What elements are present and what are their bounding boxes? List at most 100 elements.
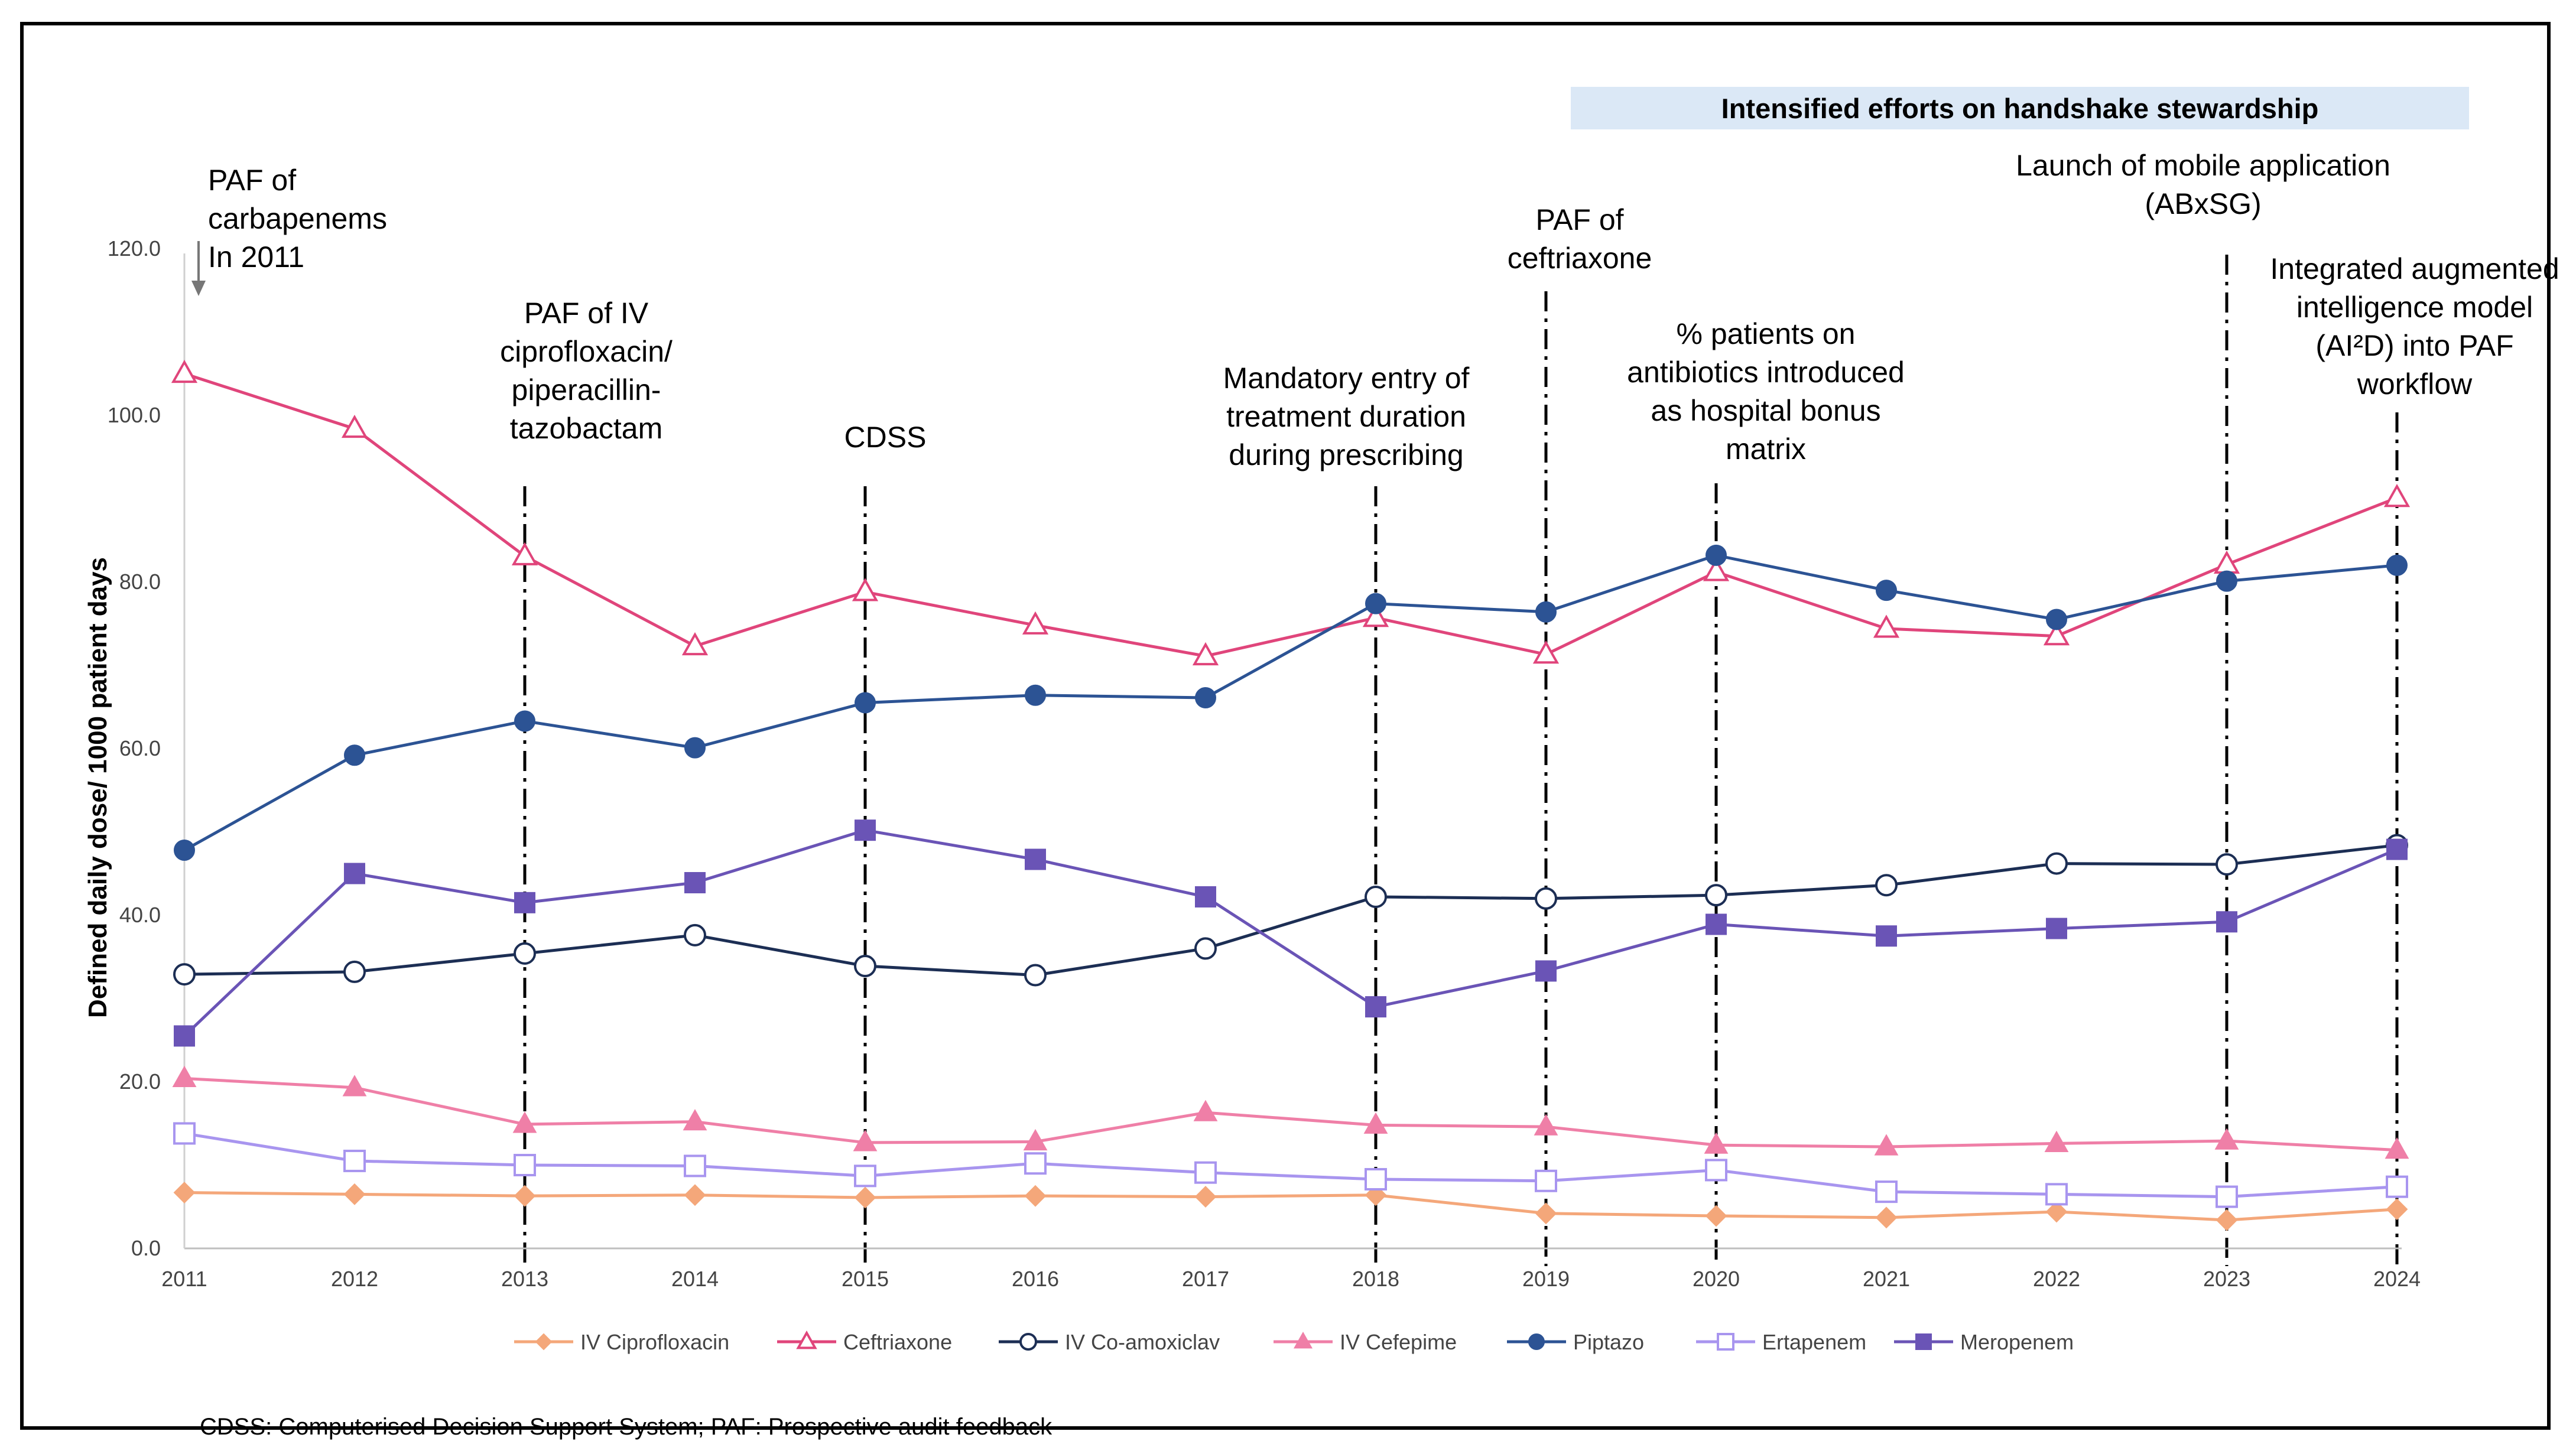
data-point-iv-cefepime [1534, 1114, 1558, 1136]
data-point-ceftriaxone [1192, 642, 1219, 666]
annotation-line: as hospital bonus [1651, 394, 1881, 427]
annotation-line: Mandatory entry of [1223, 362, 1470, 395]
data-point-ceftriaxone [2043, 622, 2070, 646]
data-point-iv-cefepime [342, 1075, 367, 1097]
data-point-iv-ciprofloxacin [343, 1183, 366, 1205]
annotation-line: treatment duration [1226, 400, 1466, 433]
x-tick-label: 2012 [331, 1267, 378, 1291]
annotation-line: Integrated augmented [2270, 252, 2559, 285]
data-point-piptazo [1876, 580, 1897, 601]
data-point-iv-cefepime [2214, 1128, 2239, 1150]
data-point-iv-ciprofloxacin [173, 1182, 196, 1203]
legend-marker-meropenem [1915, 1333, 1932, 1350]
data-point-ceftriaxone [1362, 604, 1389, 627]
annotation-paf-ceftriaxone: PAF of ceftriaxone [1508, 201, 1652, 278]
x-tick-label: 2017 [1182, 1267, 1229, 1291]
data-point-iv-co-amoxiclav [173, 963, 196, 986]
data-point-iv-cefepime [1023, 1128, 1048, 1151]
data-point-iv-cefepime [1874, 1134, 1899, 1156]
data-point-piptazo [174, 840, 195, 861]
annotation-line: (AI²D) into PAF [2315, 329, 2514, 362]
data-point-piptazo [1025, 684, 1046, 706]
x-tick-label: 2022 [2033, 1267, 2080, 1291]
data-point-piptazo [684, 737, 706, 759]
annotation-paf-iv-cipro: PAF of IV ciprofloxacin/ piperacillin- t… [500, 294, 673, 448]
data-point-ertapenem [2386, 1175, 2408, 1198]
annotation-line: PAF of [1535, 203, 1624, 236]
data-point-iv-co-amoxiclav [854, 955, 876, 978]
annotation-line: (ABxSG) [2145, 187, 2262, 220]
annotation-line: carbapenems [208, 202, 387, 235]
legend-marker-ceftriaxone [796, 1330, 817, 1349]
legend-label-iv-co-amoxiclav: IV Co-amoxiclav [1065, 1330, 1220, 1354]
data-point-iv-co-amoxiclav [2216, 853, 2238, 876]
data-point-ceftriaxone [511, 542, 538, 565]
series-line-iv-ciprofloxacin [184, 1191, 2398, 1222]
annotation-line: antibiotics introduced [1627, 356, 1905, 389]
data-point-iv-ciprofloxacin [2045, 1201, 2068, 1223]
data-point-ertapenem [1705, 1159, 1727, 1182]
data-point-piptazo [514, 710, 535, 732]
data-point-meropenem [2386, 838, 2408, 860]
data-point-iv-ciprofloxacin [2216, 1209, 2238, 1231]
annotation-line: Launch of mobile application [2016, 149, 2390, 182]
data-point-piptazo [2216, 570, 2237, 592]
legend-marker-iv-co-amoxiclav [1019, 1333, 1037, 1351]
annotation-paf-carbapenems: PAF of carbapenems In 2011 [208, 161, 387, 277]
x-tick-label: 2013 [501, 1267, 548, 1291]
x-tick-label: 2024 [2373, 1267, 2421, 1291]
data-point-piptazo [1706, 544, 1727, 566]
data-point-meropenem [1025, 848, 1046, 870]
data-point-meropenem [855, 819, 876, 841]
data-point-iv-co-amoxiclav [514, 942, 536, 965]
data-point-iv-co-amoxiclav [1535, 887, 1557, 910]
series-lines [183, 372, 2398, 1222]
data-point-iv-cefepime [1363, 1112, 1388, 1134]
y-tick-label: 80.0 [119, 570, 161, 594]
data-point-iv-ciprofloxacin [514, 1185, 536, 1207]
data-point-iv-co-amoxiclav [2045, 852, 2068, 875]
series-line-ceftriaxone [184, 372, 2398, 658]
axes: 0.0 20.0 40.0 60.0 80.0 100.0 120.0 2011 2012 201… [108, 236, 2421, 1291]
series-line-ertapenem [184, 1131, 2398, 1199]
y-tick-label: 60.0 [119, 736, 161, 760]
data-point-ceftriaxone [1873, 614, 1900, 638]
data-point-ceftriaxone [852, 578, 879, 601]
data-point-meropenem [2046, 918, 2067, 939]
data-point-meropenem [1876, 925, 1897, 947]
paf-arrow-head [191, 281, 206, 296]
y-tick-label: 100.0 [108, 403, 161, 427]
data-point-piptazo [855, 692, 876, 714]
data-point-piptazo [1535, 601, 1557, 623]
data-point-iv-cefepime [172, 1065, 197, 1087]
data-point-meropenem [344, 863, 365, 884]
data-point-iv-cefepime [683, 1109, 707, 1131]
legend-marker-iv-cefepime [1293, 1332, 1313, 1349]
data-point-iv-cefepime [853, 1130, 878, 1152]
data-point-iv-co-amoxiclav [1875, 874, 1898, 897]
data-point-ceftriaxone [681, 632, 709, 656]
data-point-iv-ciprofloxacin [2386, 1198, 2408, 1221]
annotation-line: intelligence model [2296, 291, 2533, 324]
data-point-iv-co-amoxiclav [1365, 885, 1387, 908]
legend: IV Ciprofloxacin Ceftriaxone IV Co-amoxicl… [514, 1330, 2074, 1354]
data-point-iv-co-amoxiclav [1194, 937, 1217, 960]
data-point-iv-ciprofloxacin [1024, 1185, 1047, 1207]
data-point-ceftriaxone [1532, 640, 1560, 664]
x-tick-label: 2021 [1863, 1267, 1910, 1291]
series-line-piptazo [183, 554, 2398, 852]
data-point-ceftriaxone [2383, 483, 2411, 508]
x-tick-label: 2011 [161, 1267, 207, 1291]
legend-label-meropenem: Meropenem [1960, 1330, 2074, 1354]
y-tick-label: 120.0 [108, 236, 161, 261]
annotation-ai2d: Integrated augmented intelligence model … [2270, 250, 2559, 404]
data-point-iv-cefepime [1704, 1132, 1729, 1154]
data-point-piptazo [344, 744, 365, 766]
footnote: CDSS: Computerised Decision Support Syst… [200, 1414, 1053, 1440]
series-line-iv-co-amoxiclav [184, 844, 2398, 977]
annotation-line: ceftriaxone [1507, 242, 1652, 275]
data-point-ertapenem [1535, 1169, 1557, 1192]
data-point-ceftriaxone [171, 359, 198, 383]
data-point-ertapenem [514, 1154, 536, 1176]
annotation-line: workflow [2357, 367, 2473, 401]
